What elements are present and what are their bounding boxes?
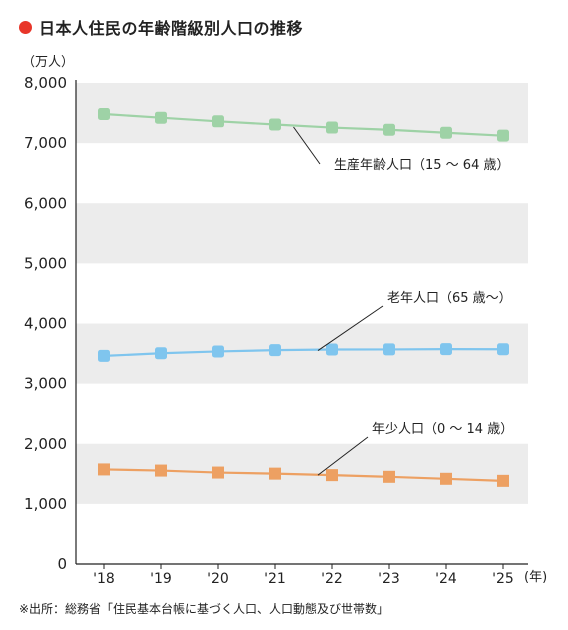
series-line <box>103 468 504 482</box>
series-label-leader <box>293 126 321 165</box>
x-tick-label: '24 <box>435 571 457 587</box>
x-tick-label: '25 <box>492 571 514 587</box>
y-tick-label: 6,000 <box>24 194 67 212</box>
data-point-square <box>212 466 224 479</box>
data-point <box>440 126 452 139</box>
data-point-square <box>326 469 338 482</box>
data-point-square <box>98 463 110 476</box>
data-point <box>155 111 167 124</box>
x-tick-label: '22 <box>321 571 343 587</box>
data-point <box>212 115 224 128</box>
data-point-square <box>440 472 452 485</box>
data-point-square <box>155 464 167 477</box>
y-tick-label: 7,000 <box>24 134 67 152</box>
data-point <box>269 118 281 131</box>
data-point <box>155 347 167 360</box>
data-point <box>269 344 281 357</box>
grid-bands <box>76 83 528 504</box>
x-tick-label: '23 <box>378 571 400 587</box>
y-tick-label: 5,000 <box>24 254 67 272</box>
x-axis-unit-label: (年) <box>524 570 547 585</box>
series-line <box>103 348 504 358</box>
series-line <box>103 112 504 137</box>
data-point <box>98 108 110 121</box>
x-tick-label: '18 <box>93 571 115 587</box>
y-axis-unit-label: （万人） <box>22 55 74 70</box>
data-point <box>383 343 395 356</box>
y-tick-label: 4,000 <box>24 315 67 333</box>
data-point <box>326 121 338 134</box>
data-point <box>98 349 110 362</box>
series-label: 老年人口（65 歳～） <box>387 291 512 306</box>
y-tick-label: 0 <box>57 555 67 573</box>
series-label: 生産年齢人口（15 ～ 64 歳） <box>334 157 509 173</box>
data-point-square <box>497 474 509 487</box>
title-bullet-icon <box>19 20 32 34</box>
series-markers <box>98 108 509 487</box>
series-label: 年少人口（0 ～ 14 歳） <box>372 422 513 437</box>
data-point <box>440 343 452 356</box>
data-point <box>212 345 224 358</box>
x-axis-ticks: '18 '19 '20 '21 '22 '23 '24 '25 <box>93 564 514 587</box>
y-tick-label: 2,000 <box>24 435 67 453</box>
source-note: ※出所：総務省「住民基本台帳に基づく人口、人口動態及び世帯数」 <box>19 602 390 616</box>
series-label-leader <box>317 436 369 476</box>
data-point <box>383 123 395 136</box>
series-label-leader <box>317 305 384 351</box>
chart-title-row: 日本人住民の年齢階級別人口の推移 <box>19 14 303 40</box>
x-tick-label: '21 <box>264 571 286 587</box>
y-tick-label: 3,000 <box>24 375 67 393</box>
series-labels: 生産年齢人口（15 ～ 64 歳） 老年人口（65 歳～） 年少人口（0 ～ 14 … <box>293 126 513 476</box>
data-point <box>497 129 509 142</box>
y-tick-label: 1,000 <box>24 495 67 513</box>
y-tick-label: 8,000 <box>24 74 67 92</box>
y-axis-ticks: 0 1,000 2,000 3,000 4,000 5,000 6,000 7,000 8,00… <box>24 74 67 573</box>
data-point <box>497 343 509 356</box>
x-tick-label: '20 <box>207 571 229 587</box>
data-point <box>326 343 338 356</box>
chart-title: 日本人住民の年齢階級別人口の推移 <box>39 19 304 38</box>
x-tick-label: '19 <box>150 571 172 587</box>
axes <box>75 80 528 565</box>
data-point-square <box>269 467 281 480</box>
data-point-square <box>383 470 395 483</box>
grid-band <box>76 203 528 264</box>
series-lines <box>103 112 504 482</box>
